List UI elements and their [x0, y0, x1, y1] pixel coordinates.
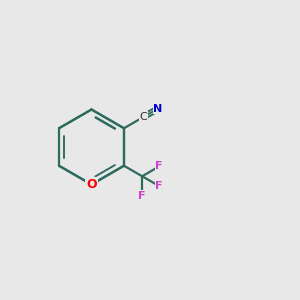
Text: F: F	[138, 191, 146, 201]
Text: F: F	[155, 161, 163, 172]
Text: F: F	[155, 181, 163, 191]
Text: O: O	[86, 178, 97, 191]
Text: N: N	[153, 104, 162, 114]
Text: C: C	[140, 112, 147, 122]
